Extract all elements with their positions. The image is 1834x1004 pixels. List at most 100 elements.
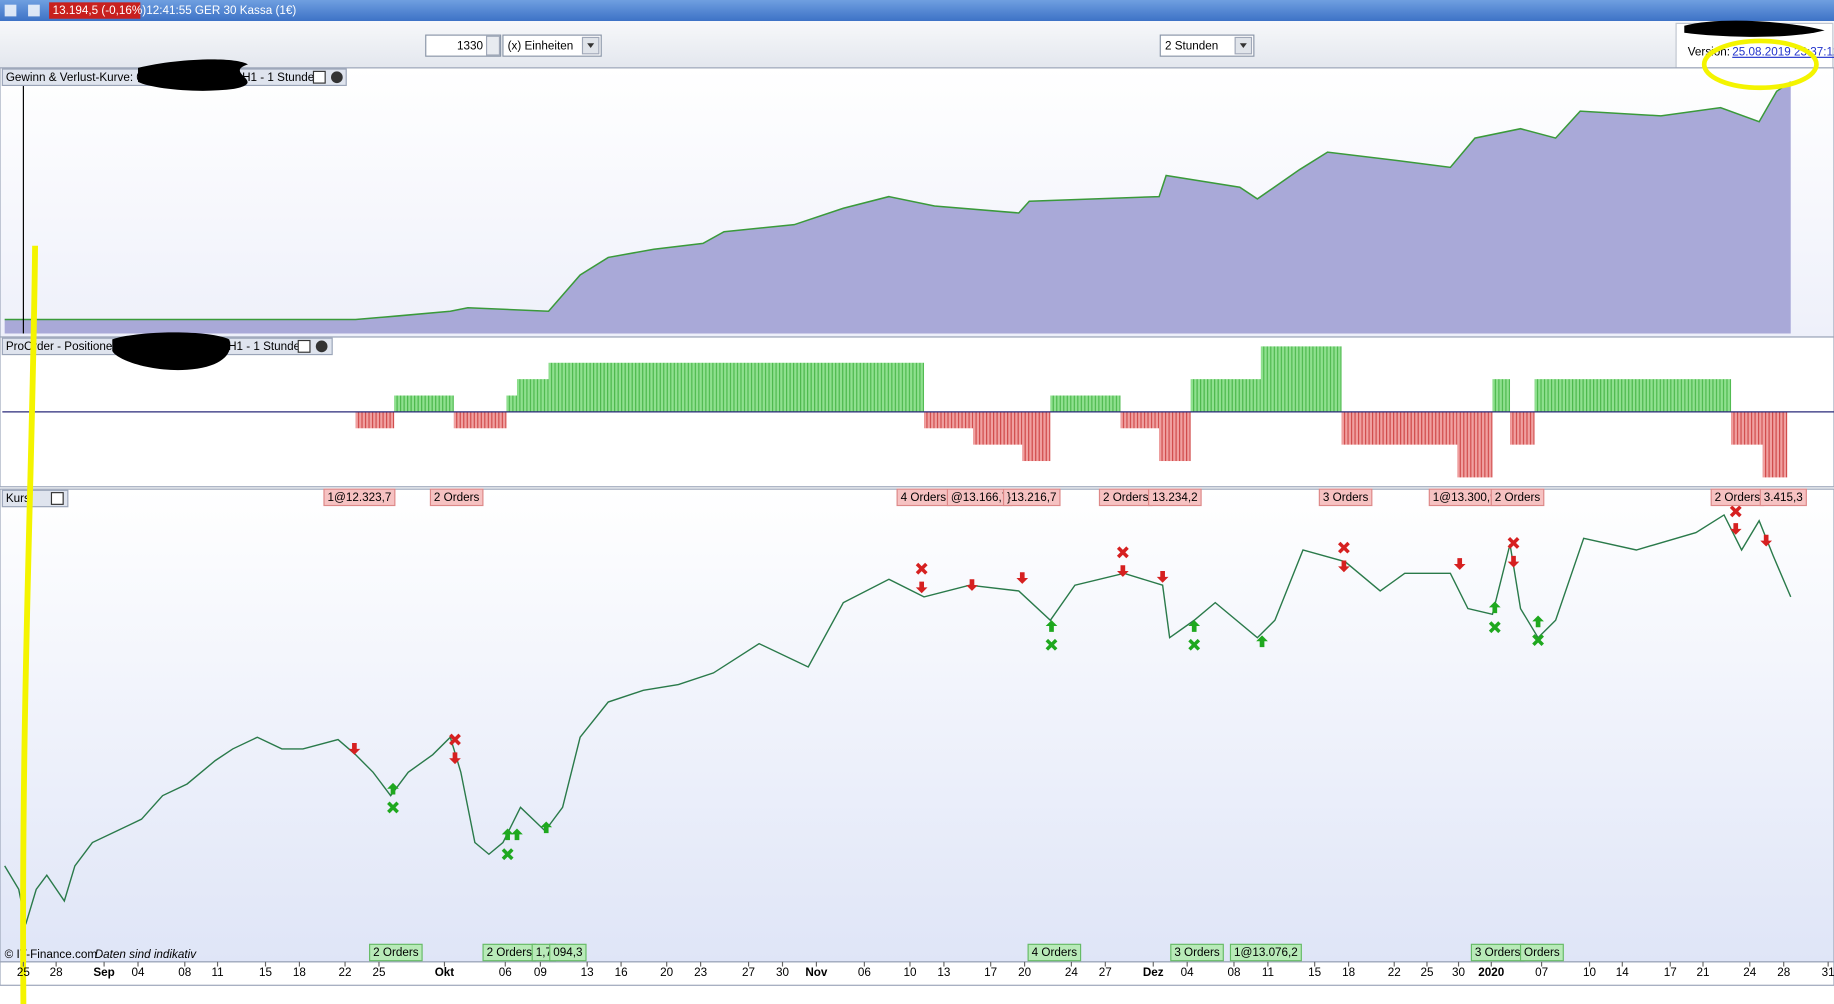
exit-cross [1116,546,1129,559]
order-label: 3 Orders [1323,491,1369,504]
x-tick-label: Nov [805,966,828,979]
exit-cross [915,562,928,575]
exit-cross [1729,505,1742,518]
order-label-box [429,488,484,507]
order-label: 3 Orders [1174,946,1220,959]
spinner[interactable] [485,35,501,56]
order-label: 2 Orders [1495,491,1541,504]
x-tick-label: 28 [1777,966,1790,979]
exit-cross [1045,638,1058,651]
sell-arrow [449,752,461,765]
position-bar [1050,395,1121,412]
x-tick-label: 15 [259,966,272,979]
buy-arrow [1256,635,1268,648]
sell-arrow [1156,571,1169,583]
order-label-box [1490,488,1545,507]
sell-arrow [1453,558,1466,570]
buy-arrow [511,828,523,841]
sell-arrow [1729,523,1742,535]
unit-select[interactable] [502,34,602,57]
order-label: 1@13.300,9 [1433,491,1497,504]
order-label-box [549,943,587,962]
x-tick-label: 10 [903,966,916,979]
position-bar [1022,411,1051,462]
close-button[interactable] [315,340,328,353]
version-link[interactable]: 25.08.2019 23:37:12 [1732,46,1834,59]
x-tick-label: 20 [660,966,673,979]
x-tick-label: Okt [435,966,455,979]
x-tick-label: 21 [1696,966,1709,979]
x-tick-label: 09 [534,966,547,979]
redaction [1684,20,1825,37]
buy-arrow [1488,601,1501,614]
order-label: 1@13.076,2 [1234,946,1298,959]
annotation-line [20,245,39,1004]
order-label-box [369,943,423,962]
position-bar [548,362,925,412]
disclaimer: Daten sind indikativ [95,948,197,961]
x-tick-label: 20 [1018,966,1031,979]
x-tick-label: 27 [1099,966,1112,979]
order-label-box [1759,488,1807,507]
position-bar [355,411,395,429]
info-icon[interactable] [28,4,40,17]
position-bar [394,395,454,412]
quote-box [49,2,141,19]
x-tick-label: 27 [742,966,755,979]
position-bar [973,411,1023,445]
sell-arrow [966,579,978,591]
positions-timeframe: H1 - 1 Stunde [228,340,300,353]
period-select[interactable] [1159,34,1255,57]
x-tick-label: 06 [858,966,871,979]
x-tick-label: Dez [1143,966,1164,979]
x-tick-label: 04 [1181,966,1194,979]
buy-arrow [1045,620,1058,632]
x-tick-label: 22 [339,966,352,979]
x-tick-label: 11 [211,966,223,979]
x-tick-label: 13 [581,966,594,979]
equity-title: Gewinn & Verlust-Kurve: 0 [6,71,144,84]
quantity-input[interactable] [425,34,502,57]
position-bar [1159,411,1191,462]
window-button[interactable] [50,492,64,505]
app-icon [4,4,17,17]
order-label: 3 Orders [1475,946,1521,959]
copyright: © IT-Finance.com [5,948,97,961]
position-bar [1260,346,1342,412]
window-button[interactable] [312,70,326,84]
position-bar [924,411,974,429]
position-bar [1341,411,1458,445]
position-bar [1731,411,1763,445]
order-label-box [1002,488,1061,507]
x-tick-label: Sep [93,966,114,979]
sell-arrow [348,743,361,755]
equity-line [4,81,1792,321]
x-tick-label: 24 [1065,966,1078,979]
x-tick-label: 28 [50,966,63,979]
unit: (x) Einheiten [508,39,574,52]
order-label: 2 Orders [487,946,533,959]
position-bar [1492,379,1511,412]
order-label-box [1519,943,1564,962]
exit-cross [1188,638,1201,651]
order-label-box [323,488,396,507]
window-button[interactable] [297,339,311,353]
x-tick-label: 04 [132,966,145,979]
position-bar [1190,379,1261,412]
sell-arrow [915,581,928,594]
x-tick-label: 06 [499,966,512,979]
sell-arrow [1760,534,1773,547]
x-tick-label: 18 [293,966,306,979]
x-tick-label: 22 [1388,966,1401,979]
x-tick-label: 14 [1616,966,1629,979]
close-button[interactable] [331,71,343,84]
order-label-box [1148,488,1202,507]
positions-title: ProOrder - Positionen: [6,340,122,353]
annotation-circle [1701,38,1819,91]
x-tick-label: 23 [694,966,707,979]
quantity: 1330 [457,39,483,52]
equity-timeframe: H1 - 1 Stunde [242,71,314,84]
x-tick-label: 25 [1420,966,1433,979]
redaction [112,332,231,371]
